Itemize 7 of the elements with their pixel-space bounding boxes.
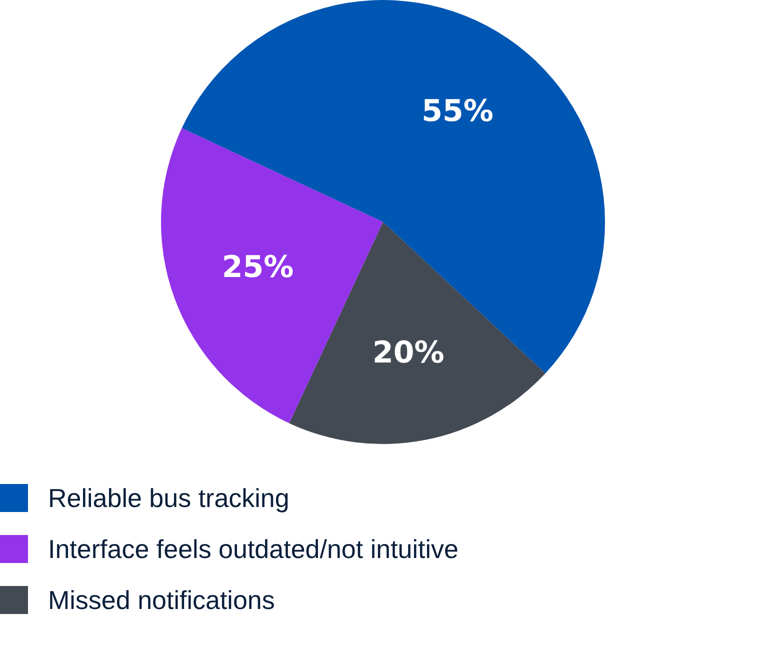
data-label: 55% xyxy=(422,94,494,130)
data-label: 25% xyxy=(222,250,294,286)
legend-label: Reliable bus tracking xyxy=(48,483,290,513)
data-label: 20% xyxy=(372,335,444,370)
pie-slice xyxy=(182,0,605,374)
legend-label: Interface feels outdated/not intuitive xyxy=(48,534,458,564)
legend-label: Missed notifications xyxy=(48,585,275,615)
